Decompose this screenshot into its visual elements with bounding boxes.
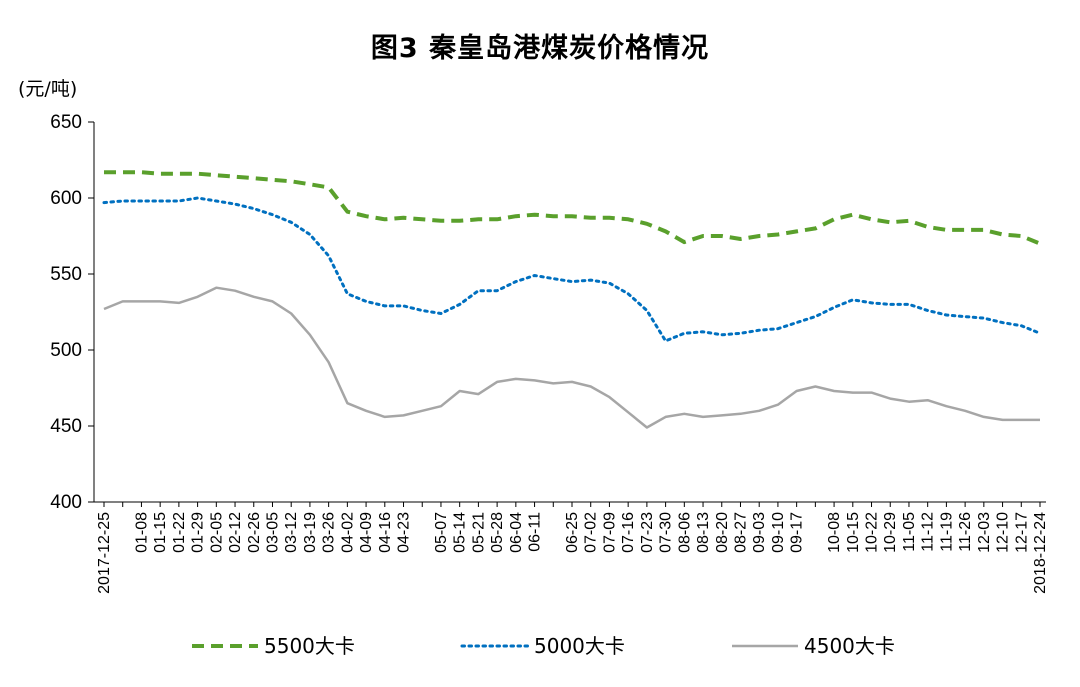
y-tick-label: 600 — [50, 188, 82, 209]
legend-label-3: 4500大卡 — [804, 634, 895, 658]
x-tick-label: 06-04 — [508, 512, 525, 553]
x-tick-label: 07-09 — [601, 512, 618, 553]
x-tick-label: 05-14 — [452, 512, 469, 553]
x-tick-label: 2017-12-25 — [96, 512, 113, 594]
x-tick-label: 08-13 — [695, 512, 712, 553]
x-tick-label: 09-17 — [789, 512, 806, 553]
x-tick-label: 12-17 — [1013, 512, 1030, 553]
series-line-3 — [103, 286, 1040, 429]
x-tick-label: 03-19 — [302, 512, 319, 553]
x-tick-label: 09-10 — [770, 512, 787, 553]
series-line-2 — [102, 196, 1042, 343]
x-tick-label: 06-25 — [564, 512, 581, 553]
x-tick-label: 04-23 — [396, 512, 413, 553]
x-tick-label: 02-05 — [208, 512, 225, 553]
x-tick-label: 02-12 — [227, 512, 244, 553]
x-tick-label: 11-19 — [938, 512, 955, 552]
x-tick-label: 07-02 — [583, 512, 600, 553]
x-tick-label: 11-12 — [920, 512, 937, 552]
x-tick-label: 12-03 — [976, 512, 993, 553]
legend-label-2: 5000大卡 — [534, 634, 625, 658]
x-tick-label: 10-08 — [826, 512, 843, 553]
x-tick-label: 08-20 — [714, 512, 731, 553]
x-tick-label: 12-10 — [995, 512, 1012, 553]
x-tick-label: 08-06 — [676, 512, 693, 553]
y-tick-label: 400 — [50, 492, 82, 513]
x-tick-label: 05-28 — [489, 512, 506, 553]
chart-title: 图3 秦皇岛港煤炭价格情况 — [370, 33, 710, 64]
x-tick-label: 08-27 — [732, 512, 749, 553]
x-tick-label: 09-03 — [751, 512, 768, 553]
x-tick-label: 04-16 — [377, 512, 394, 553]
x-tick-label: 11-05 — [901, 512, 918, 552]
x-tick-label: 2018-12-24 — [1032, 512, 1049, 594]
x-tick-label: 02-26 — [246, 512, 263, 553]
x-tick-label: 03-12 — [283, 512, 300, 553]
x-tick-label: 07-16 — [620, 512, 637, 553]
x-tick-label: 01-29 — [190, 512, 207, 553]
x-tick-label: 01-15 — [152, 512, 169, 553]
x-tick-label: 10-22 — [864, 512, 881, 553]
x-tick-label: 10-29 — [882, 512, 899, 553]
x-tick-label: 07-30 — [658, 512, 675, 553]
y-tick-label: 550 — [50, 264, 82, 285]
x-tick-label: 07-23 — [639, 512, 656, 553]
x-tick-label: 05-21 — [470, 512, 487, 553]
x-tick-label: 06-11 — [527, 512, 544, 552]
y-axis-unit-label: (元/吨) — [18, 78, 78, 100]
series-line-1 — [104, 170, 1041, 246]
x-tick-label: 04-09 — [358, 512, 375, 553]
y-tick-label: 650 — [50, 112, 82, 133]
x-tick-label: 03-26 — [321, 512, 338, 553]
x-tick-label: 04-02 — [339, 512, 356, 553]
x-tick-label: 05-07 — [433, 512, 450, 553]
x-tick-label: 10-15 — [845, 512, 862, 553]
y-tick-label: 450 — [50, 416, 82, 437]
x-tick-label: 11-26 — [957, 512, 974, 552]
x-tick-label: 01-22 — [171, 512, 188, 553]
legend-label-1: 5500大卡 — [264, 634, 355, 658]
y-tick-label: 500 — [50, 340, 82, 361]
x-tick-label: 01-08 — [133, 512, 150, 553]
x-tick-label: 03-05 — [264, 512, 281, 553]
